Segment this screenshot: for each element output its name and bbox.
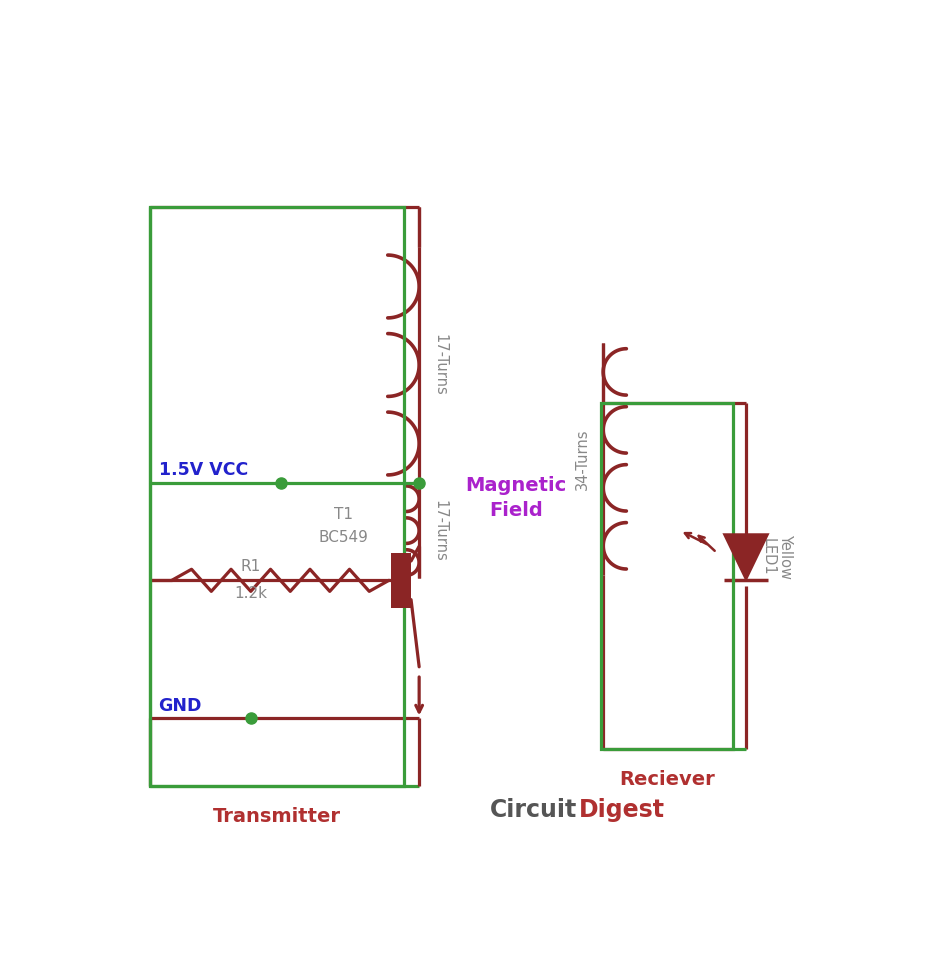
Bar (601, 403, 733, 750)
Text: 17-Turns: 17-Turns (432, 500, 447, 561)
Text: Yellow: Yellow (778, 533, 793, 579)
Text: R1: R1 (240, 559, 261, 575)
Bar (150, 206, 405, 786)
Text: 34-Turns: 34-Turns (575, 428, 590, 489)
Text: LED1: LED1 (761, 537, 776, 576)
Text: Reciever: Reciever (619, 770, 715, 789)
Text: 17-Turns: 17-Turns (432, 335, 447, 396)
Text: Digest: Digest (579, 798, 665, 822)
Text: GND: GND (159, 697, 202, 715)
Text: T1: T1 (333, 507, 352, 522)
Bar (391, 553, 411, 608)
Text: Transmitter: Transmitter (213, 807, 341, 826)
Text: Magnetic
Field: Magnetic Field (466, 475, 567, 519)
Text: Circuit: Circuit (489, 798, 577, 822)
Text: BC549: BC549 (318, 531, 369, 545)
Text: 1.5V VCC: 1.5V VCC (159, 461, 248, 479)
Text: 1.2k: 1.2k (235, 586, 268, 601)
Polygon shape (724, 534, 768, 579)
